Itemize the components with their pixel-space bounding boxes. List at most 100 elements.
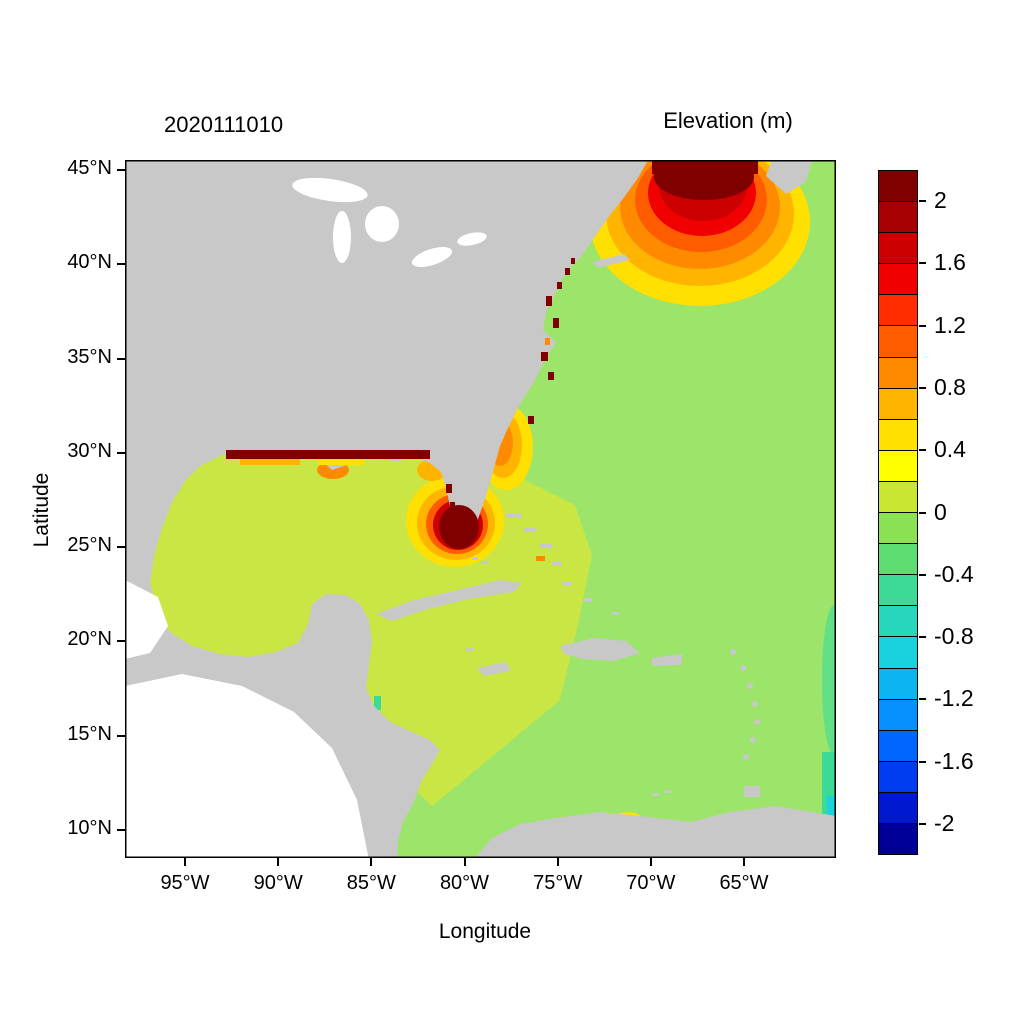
colorbar-cell <box>879 668 917 700</box>
colorbar-tick-label: -1.2 <box>934 685 974 712</box>
colorbar-cell <box>879 637 917 669</box>
x-tick-mark <box>370 858 373 866</box>
colorbar-cell <box>879 544 917 576</box>
islands-lesser-antilles <box>652 649 760 797</box>
surge-coastal-spots-darkred <box>446 258 575 510</box>
y-tick-mark <box>117 734 125 737</box>
colorbar-cell <box>879 481 917 514</box>
y-tick-label: 40°N <box>67 251 112 274</box>
x-tick-mark <box>463 858 466 866</box>
colorbar-cell <box>879 264 917 296</box>
colorbar-tick-mark <box>919 698 926 701</box>
island-jamaica <box>477 662 511 676</box>
surge-gulf-coast-strip-darkred <box>226 450 430 459</box>
colorbar-tick-label: 1.6 <box>934 249 966 276</box>
colorbar-cell <box>879 388 917 420</box>
y-tick-mark <box>117 451 125 454</box>
colorbar-tick-mark <box>919 511 926 514</box>
colorbar-title: Elevation (m) <box>663 108 793 133</box>
x-tick-mark <box>649 858 652 866</box>
colorbar-cell <box>879 575 917 607</box>
colorbar-tick-mark <box>919 449 926 452</box>
colorbar-tick-mark <box>919 573 926 576</box>
y-tick-mark <box>117 169 125 171</box>
colorbar-cell <box>879 823 917 855</box>
surge-gulf-coast-strip-amber <box>240 459 300 465</box>
colorbar-tick-label: -2 <box>934 809 955 836</box>
x-tick-mark <box>184 858 186 866</box>
colorbar-tick-mark <box>919 200 926 203</box>
y-tick-mark <box>117 640 125 643</box>
run-timestamp-title: 2020111010 <box>164 112 284 137</box>
y-tick-mark <box>117 546 125 549</box>
colorbar-cell <box>879 233 917 265</box>
great-lakes <box>292 177 487 268</box>
y-tick-label: 45°N <box>67 157 112 179</box>
colorbar-tick-mark <box>919 760 926 763</box>
colorbar-cell <box>879 326 917 358</box>
x-tick-mark <box>556 858 559 866</box>
x-tick-label: 90°W <box>253 872 303 894</box>
colorbar-tick-mark <box>919 324 926 327</box>
island-puerto-rico <box>651 654 683 666</box>
land-north-america <box>125 160 648 858</box>
colorbar-tick-mark <box>919 636 926 639</box>
colorbar-cell <box>879 202 917 234</box>
colorbar-cell <box>879 171 917 203</box>
colorbar-cell <box>879 419 917 451</box>
y-tick-label: 30°N <box>67 439 112 462</box>
colorbar-cell <box>879 699 917 731</box>
island-hispaniola <box>560 638 640 661</box>
y-tick-mark <box>117 829 125 831</box>
x-tick-label: 95°W <box>160 872 210 894</box>
land-nova-scotia <box>766 160 812 194</box>
colorbar-cell <box>879 761 917 793</box>
colorbar-cell <box>879 606 917 638</box>
colorbar-cell <box>879 730 917 762</box>
y-tick-label: 20°N <box>67 628 112 651</box>
x-tick-label: 70°W <box>626 872 676 894</box>
x-tick-label: 85°W <box>346 872 396 894</box>
land-south-america <box>474 806 836 858</box>
colorbar-tick-label: -1.6 <box>934 747 974 774</box>
colorbar-tick-label: -0.4 <box>934 560 974 587</box>
land-long-island <box>592 254 630 268</box>
colorbar-cell <box>879 513 917 545</box>
colorbar-tick-label: 1.2 <box>934 311 966 338</box>
x-tick-mark <box>743 858 745 866</box>
colorbar-tick-label: 2 <box>934 187 947 214</box>
island-cuba <box>376 580 522 621</box>
colorbar-cell <box>879 450 917 482</box>
colorbar-tick-mark <box>919 386 926 389</box>
colorbar-tick-label: -0.8 <box>934 623 974 650</box>
x-tick-mark <box>277 858 280 866</box>
islands-bahamas <box>466 514 619 651</box>
y-tick-label: 15°N <box>67 722 112 745</box>
surge-gulf-coast-strip-yellow <box>318 459 364 465</box>
surge-coastal-spots-orange <box>536 338 550 561</box>
colorbar-tick-mark <box>919 822 926 825</box>
outside-domain-pacific <box>125 580 369 858</box>
y-tick-mark <box>117 357 125 360</box>
colorbar <box>878 170 918 855</box>
map-plot <box>125 160 836 858</box>
x-tick-label: 75°W <box>533 872 583 894</box>
colorbar-cell <box>879 792 917 824</box>
x-axis-label: Longitude <box>438 920 532 943</box>
colorbar-tick-mark <box>919 262 926 265</box>
y-tick-mark <box>117 263 125 266</box>
y-tick-label: 25°N <box>67 534 112 557</box>
y-tick-label: 10°N <box>67 817 112 839</box>
neg-anomaly-east-edge <box>822 605 836 755</box>
colorbar-cell <box>879 295 917 327</box>
colorbar-tick-label: 0.8 <box>934 373 966 400</box>
plot-border <box>125 160 836 858</box>
x-tick-label: 65°W <box>719 872 769 894</box>
surge-maine-core-darkred <box>654 160 754 200</box>
colorbar-tick-label: 0 <box>934 498 947 525</box>
surge-florida-core-darkred <box>439 505 479 549</box>
colorbar-cell <box>879 357 917 389</box>
colorbar-tick-label: 0.4 <box>934 436 966 463</box>
x-tick-label: 80°W <box>439 872 490 894</box>
